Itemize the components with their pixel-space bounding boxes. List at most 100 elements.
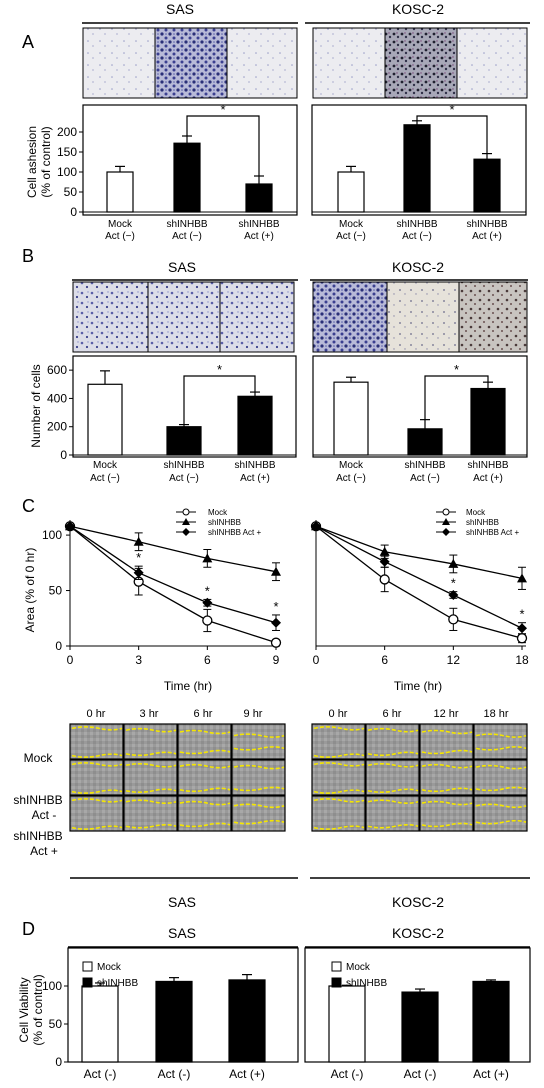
- wound-edge-bottom: [367, 823, 419, 829]
- category-label-d-sas-1: Act (-): [84, 1067, 117, 1081]
- x-axis-label-c-sas: Time (hr): [164, 679, 212, 693]
- legend-item-mock: Mock: [176, 508, 228, 517]
- time-label: 6 hr: [194, 708, 213, 720]
- category-label-a-sas-1-l2: Act (−): [105, 231, 135, 242]
- wound-edge-bottom: [233, 746, 285, 751]
- row-label-shinhbb-act-l2: Act +: [30, 844, 58, 858]
- wound-edge-bottom: [475, 819, 527, 825]
- wound-image: [69, 759, 124, 796]
- x-tick-label: 0: [67, 653, 74, 667]
- category-label-d-kosc-2: Act (-): [404, 1067, 437, 1081]
- wound-edge-top: [71, 762, 123, 767]
- legend-c-sas: Mock shINHBB shINHBB Act +: [176, 508, 261, 537]
- wound-edge-bottom: [313, 753, 365, 758]
- wound-edge-bottom: [313, 825, 365, 830]
- data-point: [202, 553, 213, 563]
- legend-label: Mock: [466, 508, 486, 517]
- wound-edge-top: [233, 764, 285, 770]
- series-line-1: [315, 525, 523, 639]
- category-label-b-sas-1-l2: Act (−): [90, 473, 120, 484]
- category-label-d-sas-2: Act (-): [158, 1067, 191, 1081]
- data-point: [271, 617, 281, 628]
- wound-edge-top: [421, 763, 473, 769]
- y-tick-label: 0: [55, 639, 62, 653]
- data-point: [202, 597, 213, 608]
- wound-edge-bottom: [125, 751, 177, 757]
- y-axis-label-a-line2: (% of control): [39, 126, 53, 197]
- wound-edge-top: [71, 726, 123, 731]
- category-label-b-kosc-3-l2: Act (+): [473, 473, 503, 484]
- y-tick-label: 0: [70, 205, 77, 219]
- wound-edge-top: [125, 762, 177, 768]
- wound-edge-bottom: [421, 787, 473, 793]
- category-label-a-kosc-1-l2: Act (−): [336, 231, 366, 242]
- legend-label: shINHBB: [97, 978, 138, 989]
- bar-1: [87, 383, 123, 456]
- wound-edge-bottom: [179, 822, 231, 828]
- category-label-a-kosc-3-l1: shINHBB: [466, 219, 507, 230]
- wound-edge-bottom: [475, 746, 527, 751]
- plot-frame: [311, 104, 527, 216]
- wound-edge-top: [313, 798, 365, 803]
- time-label: 3 hr: [140, 708, 159, 720]
- wound-edge-top: [233, 733, 285, 738]
- wound-edge-bottom: [179, 787, 231, 793]
- legend-label: shINHBB: [346, 978, 387, 989]
- x-tick-label: 0: [313, 653, 320, 667]
- wound-edge-top: [179, 800, 231, 806]
- bar-2: [407, 428, 443, 456]
- series-line-2: [315, 525, 523, 579]
- bar-2: [173, 142, 201, 213]
- category-label-a-sas-2-l2: Act (−): [172, 231, 202, 242]
- wound-edge-top: [125, 727, 177, 733]
- data-point: [202, 615, 213, 626]
- bar-3: [472, 980, 510, 1063]
- significance-star: *: [451, 576, 456, 591]
- y-tick-label: 0: [60, 448, 67, 462]
- category-label-b-kosc-2-l2: Act (−): [410, 473, 440, 484]
- y-axis-label-d-line1: Cell Viability: [17, 977, 31, 1042]
- legend-item-mock: Mock: [331, 961, 371, 973]
- wound-edge-top: [179, 729, 231, 735]
- y-tick-label: 400: [47, 391, 67, 405]
- significance-bracket: [183, 375, 256, 425]
- category-label-b-sas-3-l2: Act (+): [240, 473, 270, 484]
- wound-edge-top: [475, 803, 527, 809]
- wound-edge-top: [475, 733, 527, 738]
- data-point: [448, 589, 459, 600]
- category-label-a-kosc-1-l1: Mock: [339, 219, 364, 230]
- cell-line-label-sas-d: SAS: [168, 925, 196, 941]
- x-category-labels-d: Act (-) Act (-) Act (+) Act (-) Act (-) …: [84, 1067, 509, 1081]
- category-label-a-sas-3-l2: Act (+): [244, 231, 274, 242]
- y-tick-label: 50: [64, 185, 78, 199]
- x-category-labels-b: Mock Act (−) shINHBB Act (−) shINHBB Act…: [90, 460, 509, 484]
- data-point: [379, 546, 390, 556]
- significance-bracket: [416, 115, 488, 154]
- series-line-1: [69, 525, 277, 644]
- time-label: 0 hr: [87, 708, 106, 720]
- bar-3: [237, 395, 273, 456]
- y-tick-label: 100: [42, 528, 62, 542]
- category-label-b-kosc-3-l1: shINHBB: [467, 460, 508, 471]
- bar-1: [81, 985, 119, 1063]
- legend-label: shINHBB: [466, 518, 499, 527]
- row-label-shinhbb-l2: Act -: [32, 808, 57, 822]
- cell-line-label-sas-b: SAS: [168, 259, 196, 275]
- wound-edge-bottom: [367, 788, 419, 794]
- time-label: 18 hr: [483, 708, 508, 720]
- legend-item-shinhbb-act: shINHBB Act +: [436, 528, 519, 537]
- significance-bracket: [424, 375, 489, 420]
- legend-label: Mock: [97, 962, 122, 973]
- panel-label-a: A: [22, 32, 34, 52]
- wound-edge-top: [367, 799, 419, 805]
- cell-line-label-kosc2-d: KOSC-2: [392, 925, 444, 941]
- wound-image: [473, 795, 528, 832]
- category-label-b-sas-2-l2: Act (−): [169, 473, 199, 484]
- wound-image: [231, 795, 286, 832]
- category-label-b-kosc-1-l2: Act (−): [336, 473, 366, 484]
- chart-c-kosc2: 0 6 12 18 * *: [310, 520, 529, 667]
- legend-label: shINHBB Act +: [466, 528, 519, 537]
- y-tick-label: 600: [47, 363, 67, 377]
- bar-3: [473, 158, 501, 213]
- category-label-a-kosc-2-l2: Act (−): [402, 231, 432, 242]
